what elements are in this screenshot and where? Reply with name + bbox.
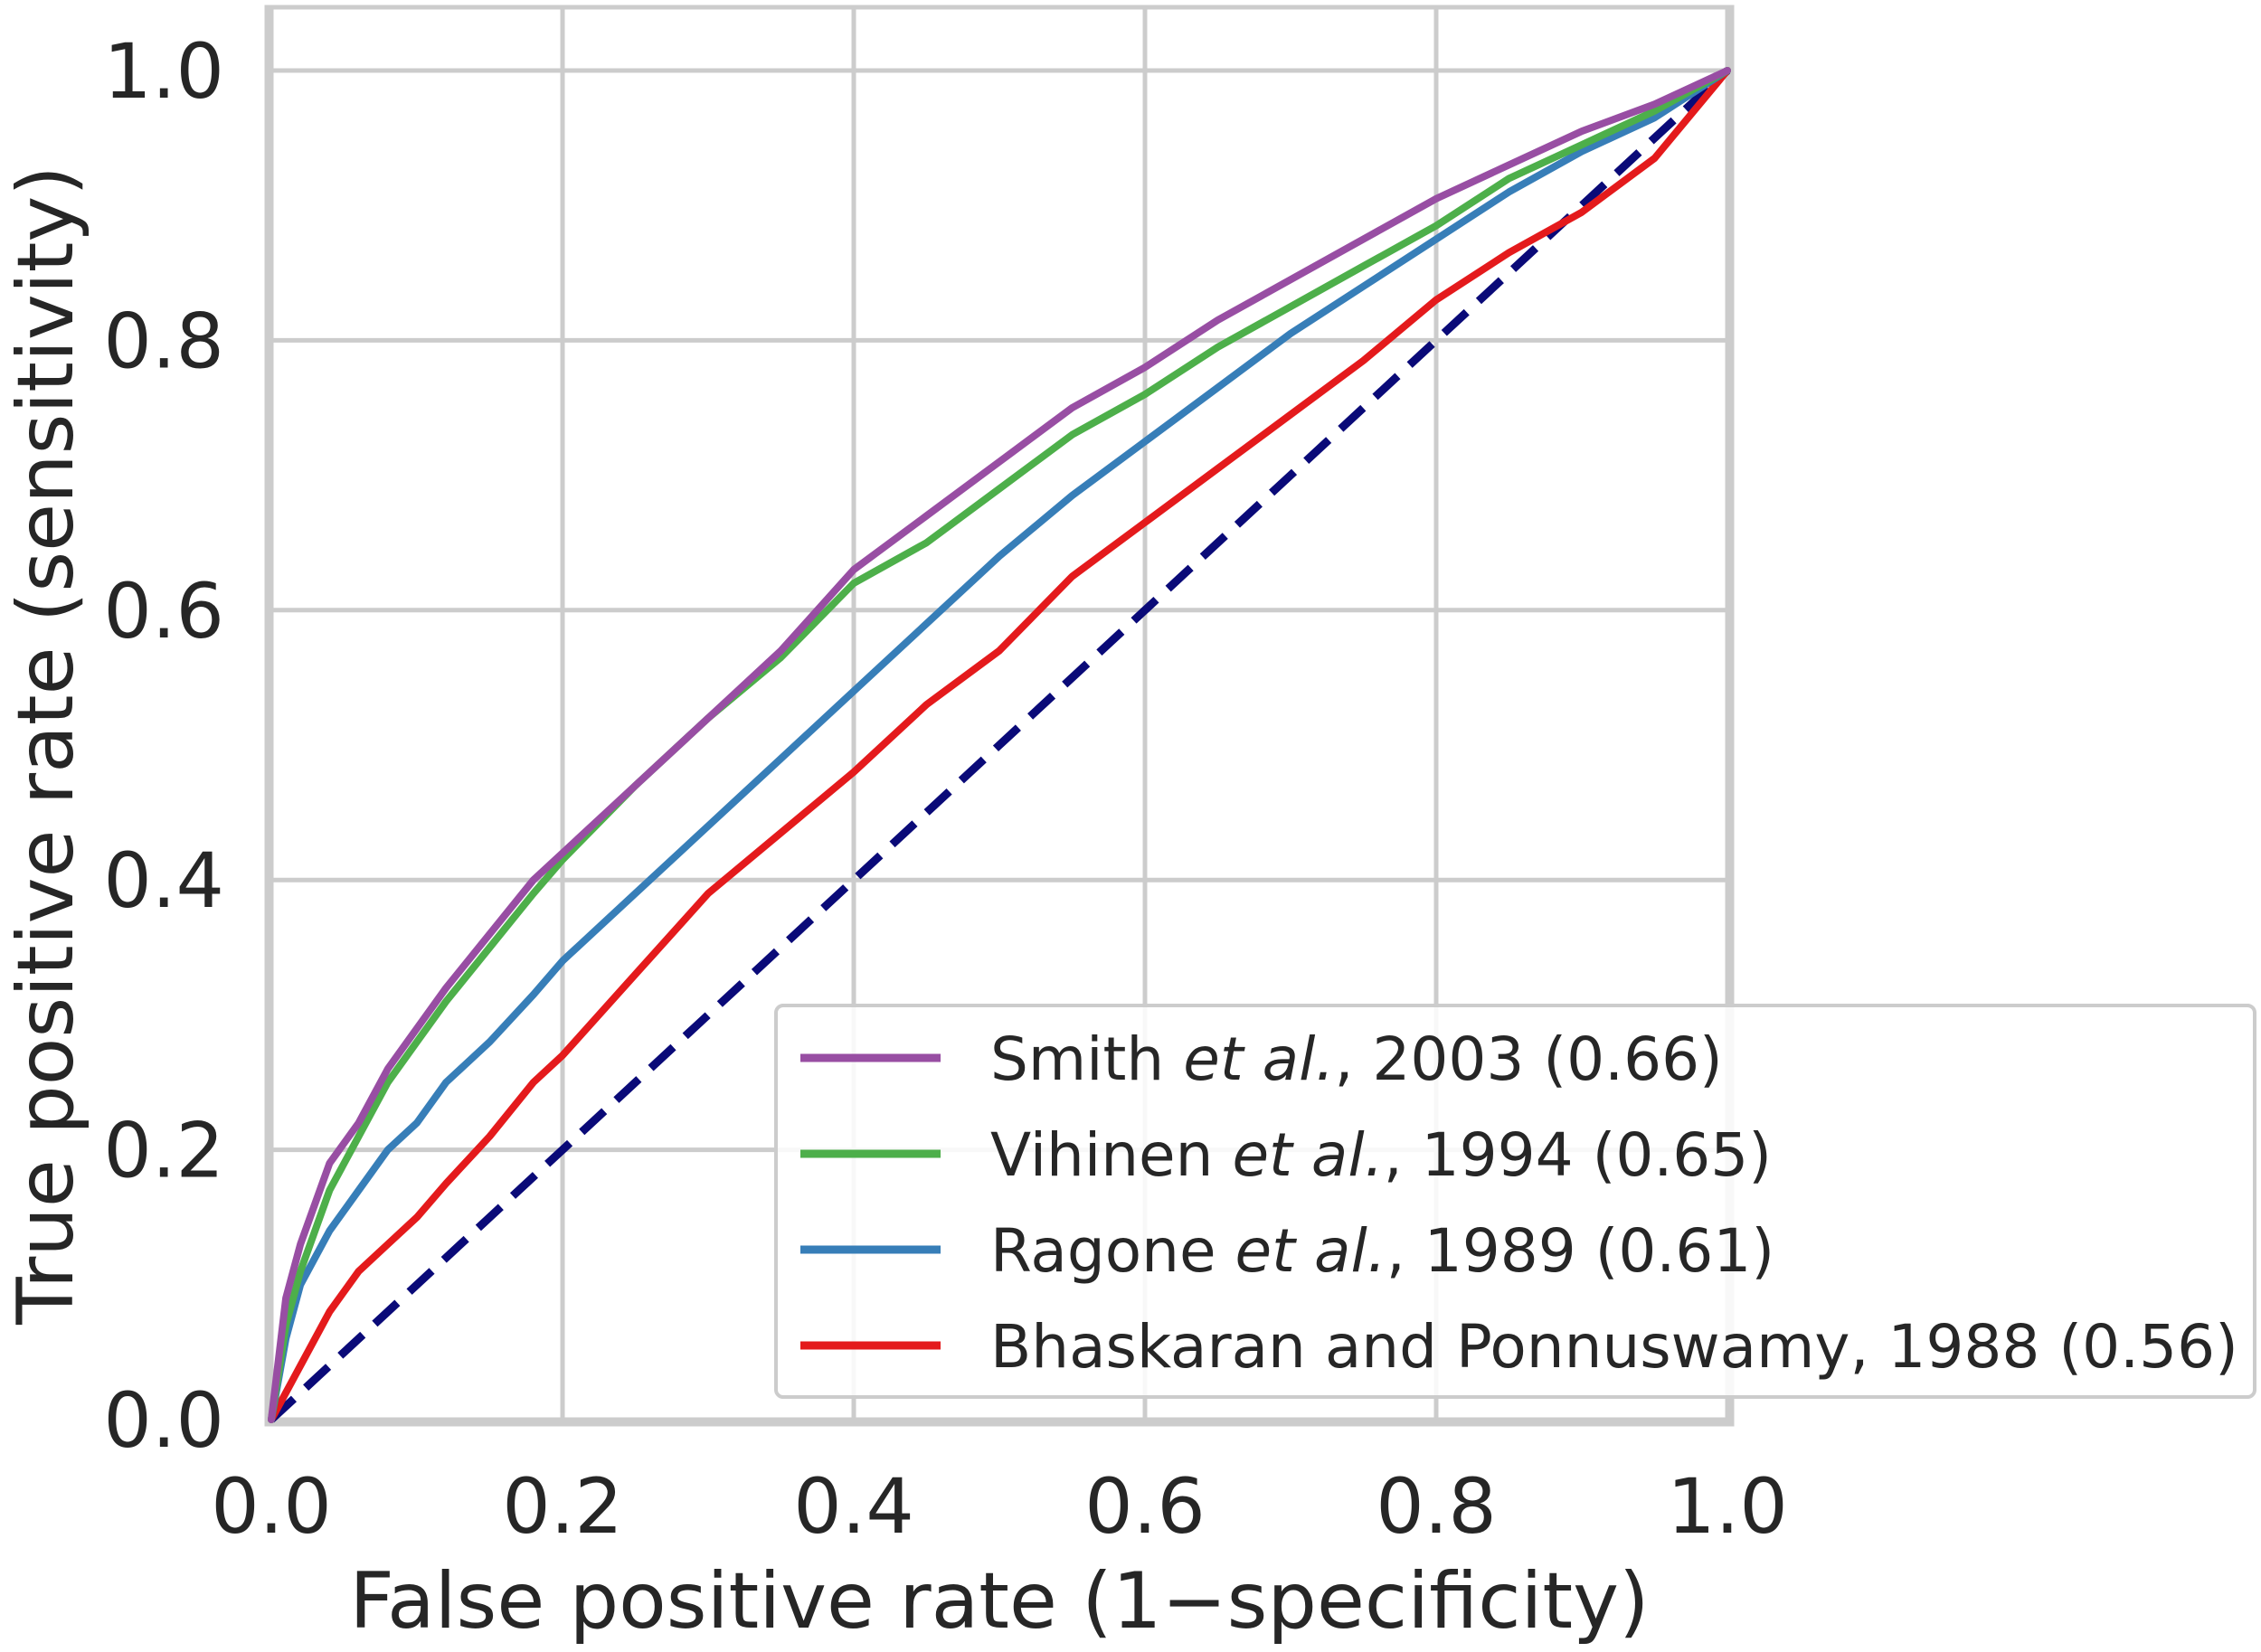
plot-frame <box>264 5 1735 1427</box>
y-tick-labels: 0.0 0.2 0.4 0.6 0.8 1.0 <box>103 27 224 1465</box>
y-tick-label: 0.4 <box>103 836 224 925</box>
y-tick-label: 0.6 <box>103 567 224 656</box>
series-line <box>268 67 1731 1423</box>
legend-label: Bhaskaran and Ponnuswamy, 1988 (0.56) <box>990 1312 2238 1382</box>
y-tick-label: 1.0 <box>103 27 224 116</box>
legend: Smith et al., 2003 (0.66) Vihinen et al.,… <box>774 1004 2256 1399</box>
legend-label: Vihinen et al., 1994 (0.65) <box>990 1120 1772 1190</box>
y-axis-label: True positive rate (sensitivity) <box>1 165 91 1326</box>
x-tick-labels: 0.0 0.2 0.4 0.6 0.8 1.0 <box>211 1462 1788 1551</box>
series-group <box>268 67 1731 1423</box>
x-tick-label: 0.4 <box>793 1462 914 1551</box>
y-tick-label: 0.2 <box>103 1107 224 1195</box>
legend-box <box>774 1004 2256 1399</box>
x-tick-label: 0.0 <box>211 1462 332 1551</box>
reference-diagonal-line <box>268 67 1731 1423</box>
legend-label: Ragone et al., 1989 (0.61) <box>990 1216 1774 1286</box>
x-axis-label: False positive rate (1−specificity) <box>349 1556 1649 1647</box>
grid <box>267 7 1732 1424</box>
legend-label: Smith et al., 2003 (0.66) <box>990 1024 1723 1094</box>
x-tick-label: 0.6 <box>1084 1462 1206 1551</box>
x-tick-label: 1.0 <box>1667 1462 1788 1551</box>
series-line <box>268 67 1731 1423</box>
series-line <box>268 67 1731 1423</box>
y-tick-label: 0.0 <box>103 1376 224 1465</box>
series-line <box>268 67 1731 1423</box>
x-tick-label: 0.2 <box>502 1462 623 1551</box>
x-tick-label: 0.8 <box>1376 1462 1497 1551</box>
reference-diagonal-group <box>268 67 1731 1423</box>
y-tick-label: 0.8 <box>103 297 224 385</box>
